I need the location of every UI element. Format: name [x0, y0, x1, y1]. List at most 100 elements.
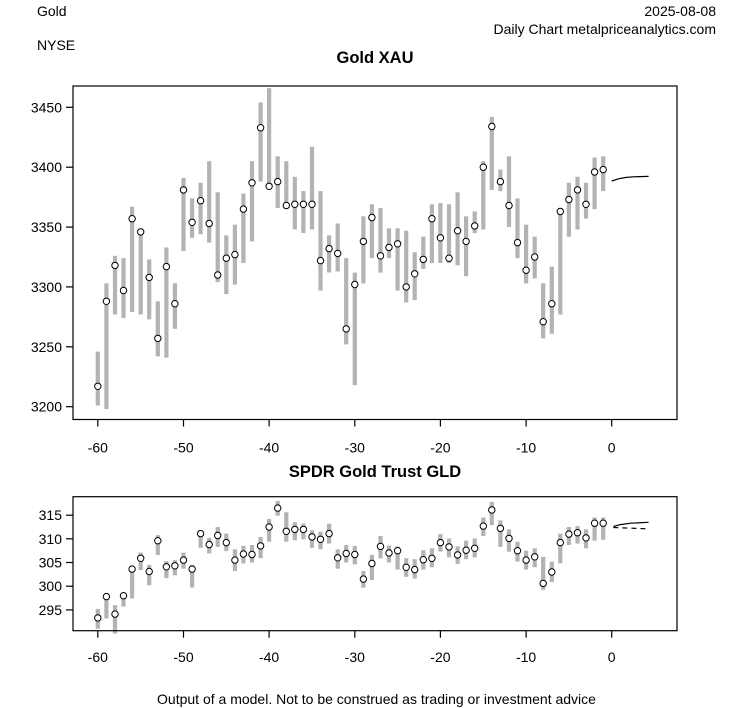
range-bar	[524, 224, 529, 284]
close-marker	[111, 610, 119, 618]
close-marker	[171, 562, 179, 570]
range-bar	[395, 546, 400, 570]
close-marker	[496, 524, 505, 533]
range-bar	[241, 193, 246, 263]
y-tick-label: 3350	[31, 219, 62, 235]
close-marker	[256, 124, 265, 132]
range-bar	[155, 535, 160, 555]
close-marker	[411, 565, 419, 574]
range-bar	[130, 206, 135, 313]
close-marker	[231, 556, 239, 564]
close-marker	[522, 556, 530, 564]
close-marker	[565, 530, 573, 538]
close-marker	[239, 205, 248, 213]
plot-box	[72, 85, 678, 421]
close-marker	[445, 254, 453, 262]
close-marker	[573, 186, 582, 194]
close-marker	[334, 554, 342, 562]
close-marker	[274, 504, 282, 512]
close-marker	[154, 537, 162, 545]
close-marker	[556, 207, 564, 216]
range-bar	[515, 198, 520, 259]
close-marker	[291, 525, 299, 534]
close-marker	[462, 546, 470, 554]
range-bar	[112, 605, 118, 634]
close-marker	[471, 544, 479, 552]
range-bar	[190, 198, 195, 238]
close-marker	[351, 280, 359, 289]
close-marker	[196, 529, 205, 538]
close-marker	[462, 237, 470, 246]
x-tick-label: 0	[608, 440, 616, 456]
close-marker	[411, 270, 419, 278]
forecast-line-dashed	[613, 526, 650, 530]
range-bar	[369, 554, 374, 580]
x-tick-label: -60	[88, 440, 108, 456]
y-tick-label: 3450	[31, 99, 62, 115]
close-marker	[393, 240, 402, 248]
x-tick-label: -50	[173, 649, 193, 665]
close-marker	[299, 525, 308, 534]
range-bar	[438, 203, 443, 263]
close-marker	[119, 592, 128, 600]
range-bar	[541, 556, 546, 590]
range-bar	[318, 191, 323, 291]
close-marker	[94, 614, 102, 622]
close-marker	[137, 554, 145, 562]
close-marker	[299, 200, 308, 209]
close-marker	[590, 168, 599, 176]
range-bar	[481, 161, 486, 230]
close-marker	[308, 200, 316, 209]
close-marker	[599, 165, 607, 174]
close-marker	[188, 565, 196, 573]
x-tick-label: -40	[259, 649, 279, 665]
close-marker	[368, 559, 376, 568]
range-bar	[558, 207, 563, 315]
close-marker	[488, 122, 496, 131]
close-marker	[162, 262, 171, 271]
close-marker	[582, 200, 590, 209]
close-marker	[222, 254, 231, 262]
close-marker	[145, 273, 153, 282]
range-bar	[566, 182, 571, 237]
close-marker	[428, 554, 436, 562]
close-marker	[342, 325, 350, 333]
xau-chart-title: Gold XAU	[336, 49, 414, 67]
range-bar	[130, 568, 135, 599]
source-label: Daily Chart metalpriceanalytics.com	[493, 21, 716, 37]
close-marker	[162, 563, 171, 571]
range-bar	[489, 116, 494, 190]
close-marker	[453, 551, 462, 559]
close-marker	[479, 522, 487, 530]
close-marker	[402, 563, 410, 571]
close-marker	[316, 256, 325, 265]
x-tick-label: 0	[608, 649, 616, 665]
y-tick-label: 3300	[31, 279, 62, 295]
close-marker	[239, 550, 248, 558]
y-tick-label: 310	[39, 531, 63, 547]
close-marker	[453, 227, 462, 235]
range-bar	[181, 178, 186, 251]
close-marker	[376, 252, 385, 260]
y-tick-label: 3400	[31, 159, 62, 175]
close-marker	[436, 234, 445, 242]
close-marker	[282, 201, 290, 210]
x-tick-label: -10	[516, 649, 536, 665]
range-bar	[249, 161, 255, 242]
close-marker	[376, 542, 385, 551]
close-marker	[479, 163, 487, 171]
close-marker	[214, 531, 222, 540]
close-marker	[539, 318, 547, 326]
range-bar	[352, 272, 357, 386]
close-marker	[445, 543, 453, 551]
close-marker	[548, 300, 556, 308]
close-marker	[325, 529, 333, 538]
range-bar	[215, 192, 220, 283]
close-marker	[154, 334, 162, 343]
range-bar	[104, 283, 109, 409]
range-bar	[104, 595, 109, 619]
range-bar	[386, 228, 392, 259]
range-bar	[344, 258, 349, 345]
y-tick-label: 300	[39, 578, 63, 594]
